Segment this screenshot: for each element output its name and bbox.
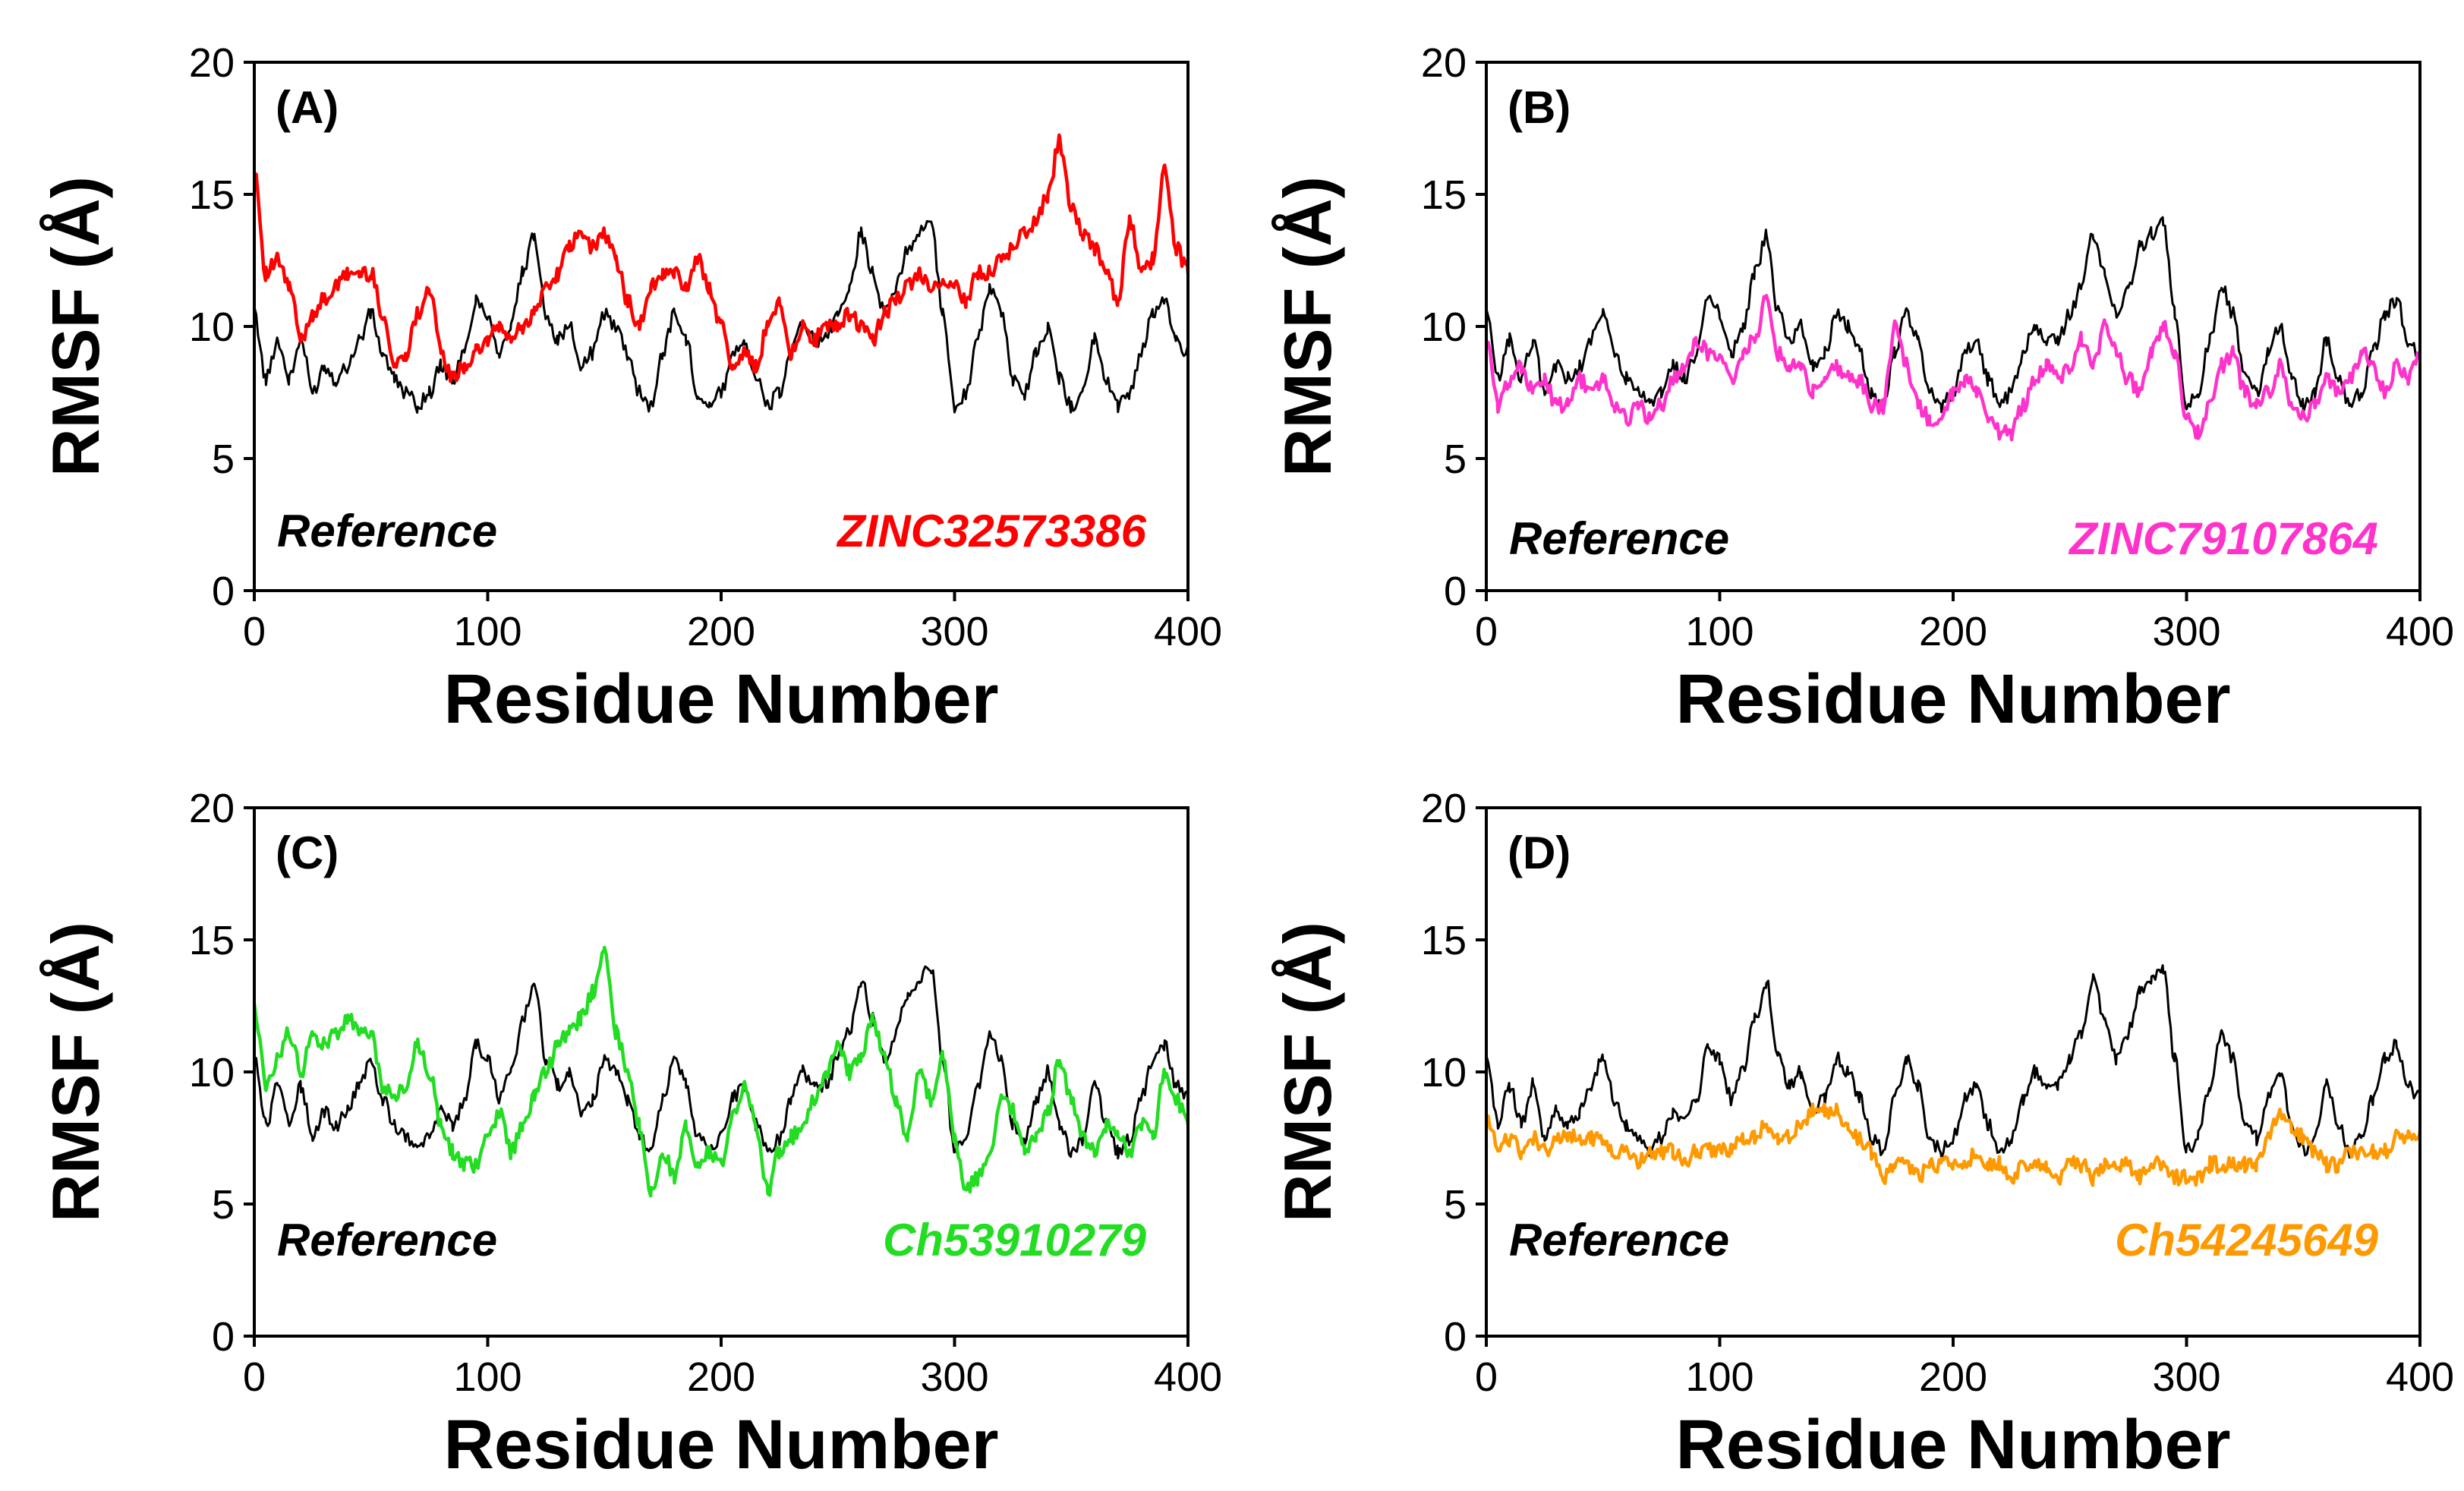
- panel-b: 0 100 200 300 400 0 5 10 15 20 Residue Number RMSF …: [1232, 0, 2464, 746]
- x-tick-label: 200: [1919, 1354, 1987, 1400]
- x-tick-label: 200: [687, 1354, 755, 1400]
- chart-svg-c: 0 100 200 300 400 0 5 10 15 20 Residue Number RMSF …: [38, 786, 1222, 1483]
- panel-d: 0 100 200 300 400 0 5 10 15 20 Residue Number RMSF …: [1232, 746, 2464, 1491]
- y-axis-title: RMSF (Å): [1270, 922, 1345, 1222]
- y-tick-label: 10: [189, 1050, 235, 1095]
- legend-reference-label: Reference: [277, 1215, 497, 1266]
- y-tick-label: 15: [1421, 918, 1467, 963]
- x-tick-label: 100: [1685, 609, 1753, 654]
- y-tick-label: 0: [212, 569, 235, 614]
- legend-reference-label: Reference: [1509, 513, 1729, 564]
- y-tick-label: 20: [1421, 786, 1467, 831]
- y-axis-title: RMSF (Å): [1270, 176, 1345, 477]
- y-tick-label: 10: [1421, 1050, 1467, 1095]
- legend-compound-label: Ch53910279: [883, 1215, 1147, 1266]
- series-line-reference: [1486, 216, 2420, 414]
- panel-label: (C): [276, 827, 339, 878]
- series-line-ch53910279: [254, 945, 1188, 1198]
- legend-compound-label: ZINC79107864: [2068, 513, 2378, 564]
- series-line-ch54245649: [1486, 1102, 2420, 1187]
- series-line-reference: [254, 219, 1188, 414]
- x-tick-label: 300: [920, 1354, 988, 1400]
- x-tick-label: 100: [453, 1354, 521, 1400]
- x-axis-title: Residue Number: [443, 1406, 998, 1483]
- x-tick-label: 400: [1154, 609, 1222, 654]
- y-tick-label: 20: [1421, 40, 1467, 86]
- y-tick-label: 15: [1421, 172, 1467, 218]
- x-tick-label: 100: [1685, 1354, 1753, 1400]
- x-axis-title: Residue Number: [443, 660, 998, 738]
- y-tick-label: 10: [1421, 304, 1467, 350]
- y-tick-label: 0: [212, 1314, 235, 1360]
- x-tick-label: 0: [1475, 609, 1498, 654]
- y-tick-label: 10: [189, 304, 235, 350]
- x-tick-label: 300: [920, 609, 988, 654]
- x-tick-label: 100: [453, 609, 521, 654]
- series-line-zinc32573386: [254, 133, 1188, 383]
- series-line-zinc79107864: [1486, 294, 2420, 442]
- x-tick-label: 400: [2386, 1354, 2454, 1400]
- x-tick-label: 0: [1475, 1354, 1498, 1400]
- series-line-reference: [1486, 964, 2420, 1160]
- series-line-reference: [254, 965, 1188, 1160]
- legend-compound-label: Ch54245649: [2115, 1215, 2379, 1266]
- y-tick-label: 5: [212, 437, 235, 482]
- x-tick-label: 0: [243, 1354, 266, 1400]
- x-axis-title: Residue Number: [1675, 660, 2230, 738]
- chart-svg-b: 0 100 200 300 400 0 5 10 15 20 Residue Number RMSF …: [1270, 40, 2454, 738]
- x-tick-label: 400: [1154, 1354, 1222, 1400]
- y-tick-label: 5: [212, 1182, 235, 1228]
- panel-label: (A): [276, 82, 339, 133]
- panel-label: (D): [1508, 827, 1571, 878]
- x-tick-label: 200: [1919, 609, 1987, 654]
- x-tick-label: 300: [2152, 609, 2220, 654]
- y-tick-label: 15: [189, 172, 235, 218]
- panel-a: 0 100 200 300 400 0 5 10 15 20 Residue Number RMSF …: [0, 0, 1232, 746]
- x-tick-label: 300: [2152, 1354, 2220, 1400]
- panel-label: (B): [1508, 82, 1571, 133]
- x-tick-label: 0: [243, 609, 266, 654]
- chart-svg-d: 0 100 200 300 400 0 5 10 15 20 Residue Number RMSF …: [1270, 786, 2454, 1483]
- x-tick-label: 200: [687, 609, 755, 654]
- x-axis-title: Residue Number: [1675, 1406, 2230, 1483]
- x-tick-label: 400: [2386, 609, 2454, 654]
- legend-compound-label: ZINC32573386: [836, 506, 1147, 556]
- y-tick-label: 5: [1444, 1182, 1467, 1228]
- legend-reference-label: Reference: [277, 506, 497, 556]
- y-axis-title: RMSF (Å): [38, 922, 113, 1222]
- y-tick-label: 0: [1444, 569, 1467, 614]
- y-tick-label: 20: [189, 786, 235, 831]
- legend-reference-label: Reference: [1509, 1215, 1729, 1266]
- panel-c: 0 100 200 300 400 0 5 10 15 20 Residue Number RMSF …: [0, 746, 1232, 1491]
- y-tick-label: 0: [1444, 1314, 1467, 1360]
- y-tick-label: 5: [1444, 437, 1467, 482]
- y-tick-label: 15: [189, 918, 235, 963]
- y-axis-title: RMSF (Å): [38, 176, 113, 477]
- chart-svg-a: 0 100 200 300 400 0 5 10 15 20 Residue Number RMSF …: [38, 40, 1222, 738]
- y-tick-label: 20: [189, 40, 235, 86]
